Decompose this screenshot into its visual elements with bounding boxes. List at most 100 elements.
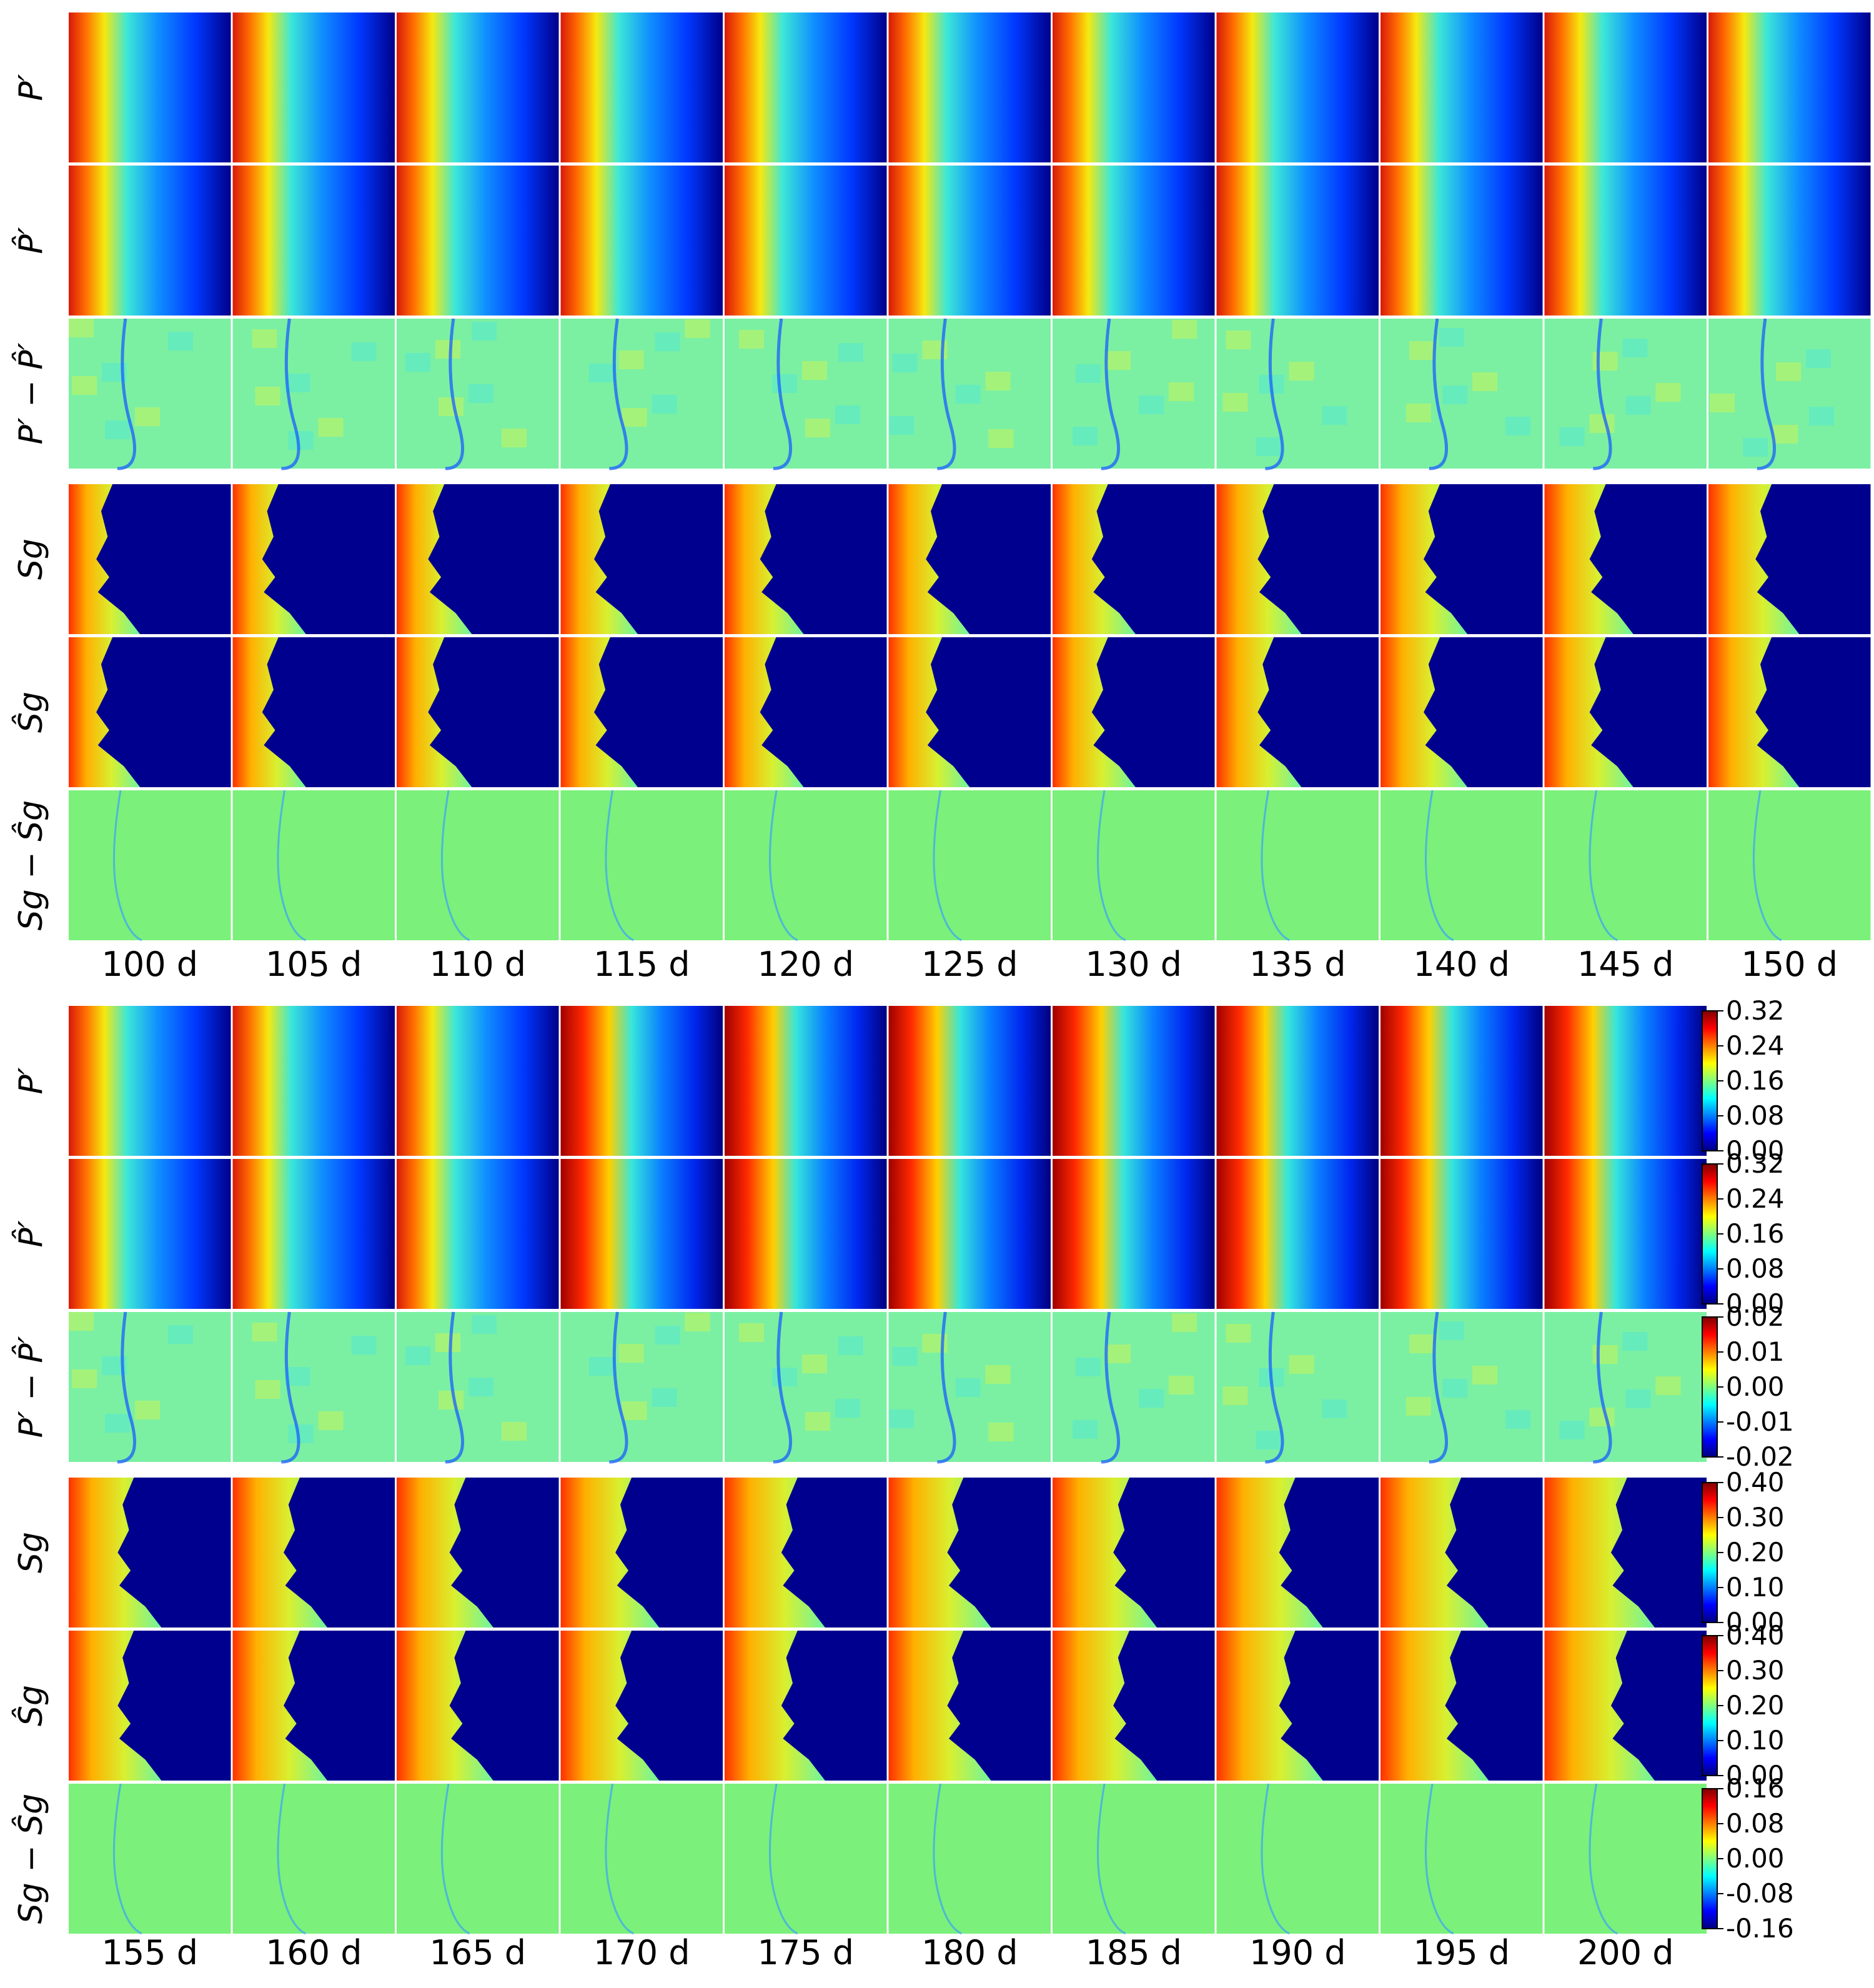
map-panel (1381, 790, 1543, 942)
time-label: 155 d (101, 1933, 198, 1972)
map-panel (560, 637, 723, 787)
error-patch (1776, 362, 1801, 381)
pressure-field (1544, 1006, 1707, 1156)
error-front (1261, 1783, 1290, 1935)
map-panel (69, 318, 231, 470)
pressure-field (560, 1159, 723, 1309)
error-front (112, 790, 142, 942)
error-patch (472, 1315, 497, 1334)
map-panel (1381, 318, 1543, 470)
colorbar-tick-label: 0.24 (1726, 1030, 1785, 1061)
error-patch (1625, 396, 1651, 415)
error-patch (588, 1357, 614, 1376)
colorbar-tick-label: 0.20 (1726, 1537, 1785, 1568)
colorbar-tick-label: 0.00 (1726, 1371, 1785, 1402)
pressure-field (560, 166, 723, 316)
error-patch (985, 372, 1011, 390)
error-patch (1439, 1321, 1464, 1340)
map-panel (69, 1311, 231, 1464)
error-front (1261, 790, 1290, 942)
saturation-error-field (1053, 790, 1215, 940)
error-patch (655, 1326, 680, 1344)
error-front (1265, 1311, 1284, 1464)
map-panel (232, 1631, 395, 1781)
error-front (281, 318, 300, 470)
map-panel (232, 1006, 395, 1156)
saturation-error-field (1216, 1784, 1379, 1934)
map-panel (232, 12, 395, 162)
error-front (1593, 1311, 1612, 1464)
colorbar (1702, 1163, 1718, 1305)
time-label: 195 d (1413, 1933, 1510, 1972)
map-panel (560, 790, 723, 942)
error-front (117, 1311, 136, 1464)
map-panel (1053, 637, 1215, 787)
gas-plume (1708, 637, 1800, 787)
row-label: Sg − Ŝg (12, 800, 50, 931)
colorbar-tick-label: 0.10 (1726, 1572, 1785, 1603)
error-front (1589, 790, 1618, 942)
colorbar-tick-label: 0.00 (1726, 1135, 1785, 1166)
gas-plume (1216, 484, 1302, 634)
error-patch (618, 350, 644, 369)
map-panel (69, 1006, 231, 1156)
pressure-field (560, 12, 723, 162)
pressure-field (232, 1006, 395, 1156)
error-patch (439, 397, 464, 416)
map-panel (1053, 318, 1215, 470)
error-front (1265, 318, 1284, 470)
map-panel (725, 12, 887, 162)
gas-plume (560, 484, 638, 634)
gas-plume (888, 1631, 991, 1781)
colorbar-tick-label: -0.08 (1726, 1878, 1794, 1909)
error-front (768, 790, 798, 942)
error-patch (772, 1368, 797, 1386)
error-front (445, 1311, 464, 1464)
error-patch (1505, 417, 1530, 435)
pressure-field (1216, 166, 1379, 316)
gas-plume (1544, 484, 1634, 634)
error-patch (105, 1414, 130, 1433)
map-panel (1381, 637, 1543, 787)
map-panel (1216, 1311, 1379, 1464)
error-patch (405, 1346, 430, 1365)
pressure-field (69, 1159, 231, 1309)
error-front (440, 790, 470, 942)
gas-plume (232, 1631, 327, 1781)
gas-plume (232, 484, 306, 634)
error-front (440, 1783, 470, 1935)
pressure-field (397, 166, 559, 316)
error-front (605, 790, 634, 942)
gas-plume (1216, 1631, 1323, 1781)
error-patch (618, 1344, 644, 1363)
gas-plume (69, 637, 141, 787)
map-panel (232, 318, 395, 470)
pressure-field (1708, 166, 1871, 316)
error-patch (1409, 1334, 1434, 1353)
map-panel (1544, 1783, 1707, 1935)
pressure-field (725, 1006, 887, 1156)
gas-plume (69, 1631, 162, 1781)
colorbar-tick-label: -0.01 (1726, 1406, 1794, 1437)
error-front (1101, 1311, 1120, 1464)
error-front (445, 318, 464, 470)
map-panel (232, 166, 395, 316)
map-panel (397, 1006, 559, 1156)
gas-plume (560, 637, 638, 787)
error-patch (135, 407, 160, 426)
row-label: Sg (12, 539, 50, 580)
map-panel (1708, 166, 1871, 316)
map-panel (560, 318, 723, 470)
colorbar-tick-label: 0.00 (1726, 1607, 1785, 1638)
error-patch (1442, 385, 1467, 404)
colorbar-tick-label: 0.00 (1726, 1843, 1785, 1874)
time-label: 100 d (101, 945, 198, 984)
error-patch (1139, 395, 1164, 414)
error-front (1096, 1783, 1126, 1935)
error-front (609, 1311, 628, 1464)
gas-plume (1053, 1631, 1158, 1781)
error-patch (988, 429, 1014, 448)
map-panel (232, 637, 395, 787)
map-panel (232, 1159, 395, 1309)
error-patch (1406, 1397, 1431, 1416)
